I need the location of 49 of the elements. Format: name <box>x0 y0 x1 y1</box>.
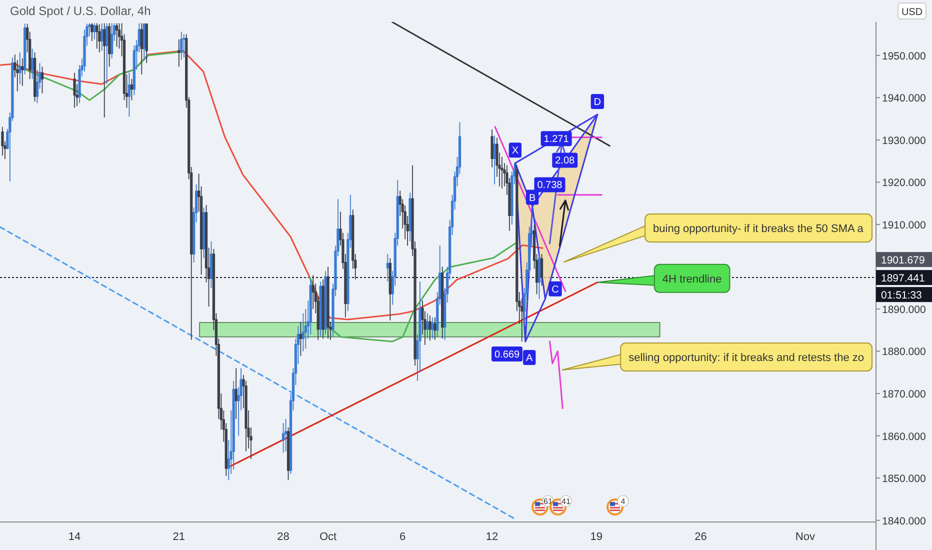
text: 1901.679 <box>881 254 925 267</box>
x-tick-label: Oct <box>319 531 337 543</box>
label-tag: 0.738 <box>534 177 566 192</box>
annotation: 4H trendline <box>662 273 722 286</box>
x-tick-label: 28 <box>277 531 290 543</box>
label-tag: B <box>526 190 539 205</box>
y-tick-label: 1910.000 <box>882 219 926 232</box>
label-tag: 1.271 <box>540 131 572 146</box>
y-axis-title: USD <box>901 7 923 18</box>
y-tick-label: 1880.000 <box>882 346 926 358</box>
y-tick-label: 1840.000 <box>882 515 926 528</box>
y-tick-label: 1870.000 <box>882 388 926 401</box>
y-tick-label: 1860.000 <box>882 430 926 443</box>
annotation: 2.08 <box>555 156 576 167</box>
chart-title: Gold Spot / U.S. Dollar, 4h <box>10 4 151 18</box>
y-tick-label: 1890.000 <box>882 304 926 316</box>
callout-box: buing opportunity- if it breaks the 50 SMA a <box>564 214 872 262</box>
ref-line-label: 1897.441 <box>881 272 925 285</box>
annotation: A <box>526 353 534 364</box>
text: 01:51:33 <box>881 290 922 302</box>
annotation: selling opportunity: if it breaks and retests the zo <box>628 352 864 364</box>
x-tick-label: 21 <box>172 531 186 543</box>
x-tick-label: 26 <box>694 531 707 543</box>
y-tick-label: 1930.000 <box>882 134 926 147</box>
annotation: buing opportunity- if it breaks the 50 SMA a <box>653 223 864 235</box>
annotation: C <box>552 284 559 296</box>
label-tag: X <box>508 142 522 158</box>
x-tick-label: 14 <box>68 531 81 543</box>
label-tag: 2.08 <box>552 152 578 168</box>
y-tick-label: 1850.000 <box>882 473 926 486</box>
x-tick-label: 6 <box>400 531 406 543</box>
label-tag: D <box>590 94 604 110</box>
annotation: 41 <box>562 497 571 506</box>
y-tick-label: 1950.000 <box>882 50 926 62</box>
annotation: 0.738 <box>537 180 563 192</box>
annotation: X <box>512 146 519 157</box>
y-tick-label: 1920.000 <box>882 177 926 190</box>
label-tag: 0.669 <box>492 346 522 362</box>
y-tick-label: 1940.000 <box>882 92 926 105</box>
annotation: 0.669 <box>494 350 520 360</box>
label-tag: A <box>523 350 536 366</box>
label-tag: C <box>548 281 562 296</box>
x-tick-label: 12 <box>486 531 498 543</box>
x-tick-label: 19 <box>590 531 603 543</box>
annotation: 4 <box>620 497 626 506</box>
annotation: 1.271 <box>544 134 570 146</box>
annotation: B <box>528 192 536 204</box>
annotation: D <box>594 97 602 108</box>
x-tick-label: Nov <box>795 531 816 543</box>
